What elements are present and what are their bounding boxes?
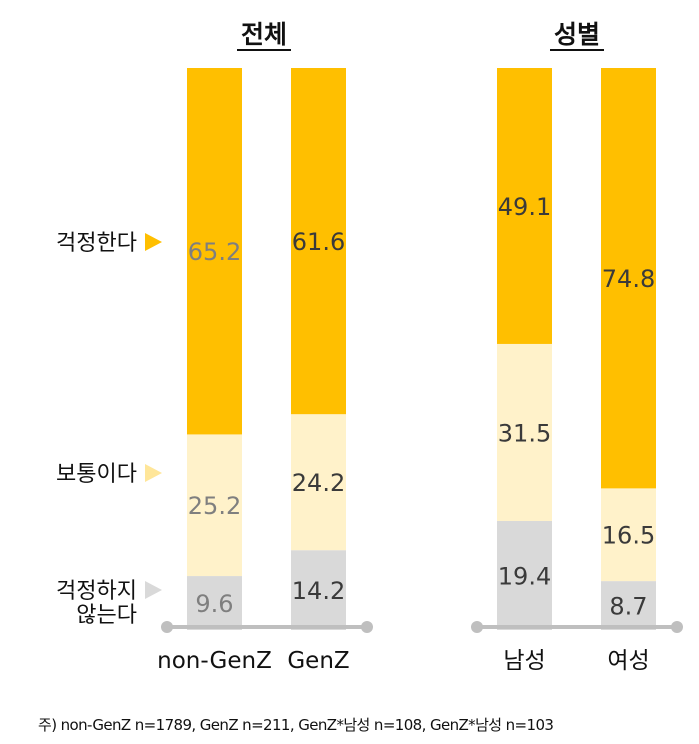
- data-label: 25.2: [188, 492, 241, 520]
- data-label: 16.5: [602, 522, 655, 550]
- legend-arrow-icon: [145, 464, 162, 482]
- bar-segment: [187, 434, 242, 577]
- data-label: 14.2: [292, 577, 345, 605]
- legend-arrow-icon: [145, 233, 162, 251]
- data-label: 24.2: [292, 469, 345, 497]
- bar-segment: [601, 68, 656, 489]
- axis-endpoint: [671, 621, 683, 633]
- axis-endpoint: [361, 621, 373, 633]
- legend-label: 걱정한다: [56, 231, 137, 256]
- data-label: 65.2: [188, 238, 241, 266]
- legend-label: 걱정하지: [56, 579, 137, 604]
- bar-segment: [187, 576, 242, 630]
- bar-segment: [497, 68, 552, 344]
- bar-segment: [497, 520, 552, 630]
- axis-endpoint: [471, 621, 483, 633]
- data-label: 8.7: [609, 593, 647, 621]
- axis-endpoint: [161, 621, 173, 633]
- data-label: 31.5: [498, 419, 551, 447]
- group-title: 전체: [241, 20, 287, 49]
- group-title: 성별: [554, 20, 600, 49]
- footnote: 주) non-GenZ n=1789, GenZ n=211, GenZ*남성 …: [38, 716, 554, 734]
- bar-segment: [601, 581, 656, 630]
- bar-segment: [601, 488, 656, 582]
- category-label: 여성: [607, 648, 649, 674]
- data-label: 9.6: [195, 590, 233, 618]
- bar-segment: [497, 343, 552, 521]
- bar-segment: [291, 414, 346, 551]
- category-label: 남성: [503, 648, 545, 674]
- bar-segment: [187, 68, 242, 435]
- legend-label: 않는다: [76, 603, 137, 628]
- bar-segment: [291, 68, 346, 415]
- data-label: 74.8: [602, 265, 655, 293]
- bar-segment: [291, 550, 346, 630]
- data-label: 61.6: [292, 228, 345, 256]
- data-label: 19.4: [498, 562, 551, 590]
- data-label: 49.1: [498, 193, 551, 221]
- legend-arrow-icon: [145, 581, 162, 599]
- category-label: GenZ: [287, 648, 349, 674]
- legend-label: 보통이다: [56, 462, 137, 487]
- category-label: non-GenZ: [157, 648, 272, 674]
